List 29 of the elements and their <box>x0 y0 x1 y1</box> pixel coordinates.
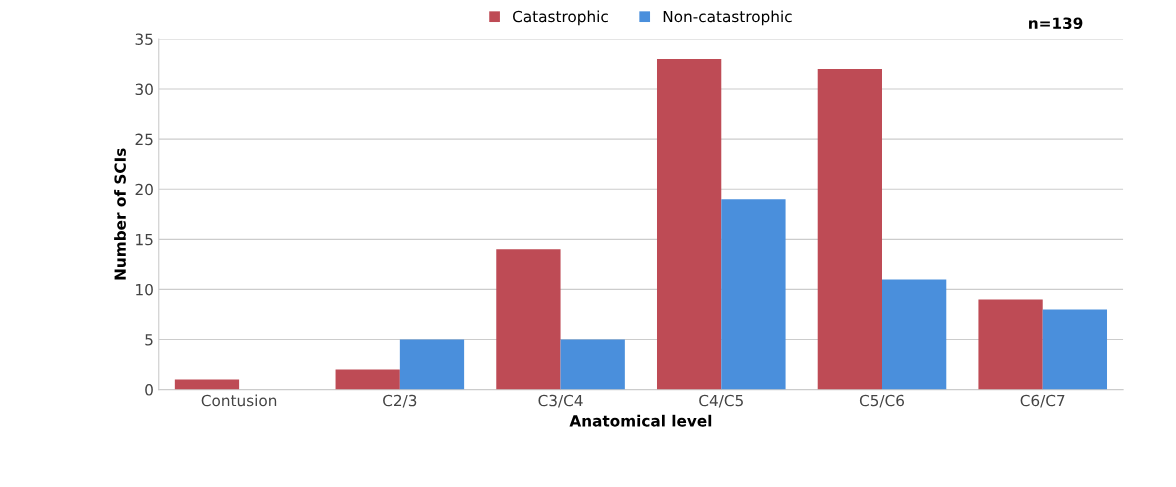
bar <box>978 299 1043 390</box>
x-tick-label: C3/C4 <box>538 394 583 408</box>
x-tick-label: C2/3 <box>383 394 417 408</box>
bar <box>882 279 947 390</box>
y-axis-title: Number of SCIs <box>114 148 126 280</box>
x-axis-title: Anatomical level <box>569 414 712 427</box>
y-tick-label: 5 <box>145 334 153 346</box>
y-tick-label: 15 <box>136 233 153 246</box>
bar <box>496 249 561 390</box>
y-tick-label: 20 <box>135 183 153 196</box>
x-tick-label: C4/C5 <box>699 394 743 408</box>
legend-label: Catastrophic <box>513 10 608 26</box>
y-tick-label: 30 <box>135 83 153 96</box>
x-tick-label: Contusion <box>201 394 277 407</box>
y-tick-label: 35 <box>135 33 153 45</box>
bar <box>335 369 400 390</box>
bar <box>399 339 465 390</box>
y-tick-label: 10 <box>136 283 153 296</box>
legend-label: Non-catastrophic <box>663 10 792 26</box>
y-tick-label: 25 <box>135 133 153 146</box>
bar <box>656 59 722 390</box>
bar <box>1042 309 1108 390</box>
bar <box>560 339 625 390</box>
bar <box>817 69 882 390</box>
text: n=139 <box>1029 17 1083 29</box>
x-tick-label: C6/C7 <box>1020 394 1065 408</box>
bar <box>721 199 786 390</box>
y-tick-label: 0 <box>145 384 153 396</box>
x-tick-label: C5/C6 <box>859 394 904 408</box>
